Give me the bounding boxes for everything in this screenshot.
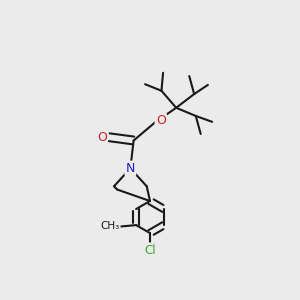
Text: N: N xyxy=(126,162,135,175)
Text: O: O xyxy=(97,131,107,144)
Text: CH₃: CH₃ xyxy=(100,221,120,231)
Text: Cl: Cl xyxy=(144,244,156,256)
Text: O: O xyxy=(156,114,166,128)
